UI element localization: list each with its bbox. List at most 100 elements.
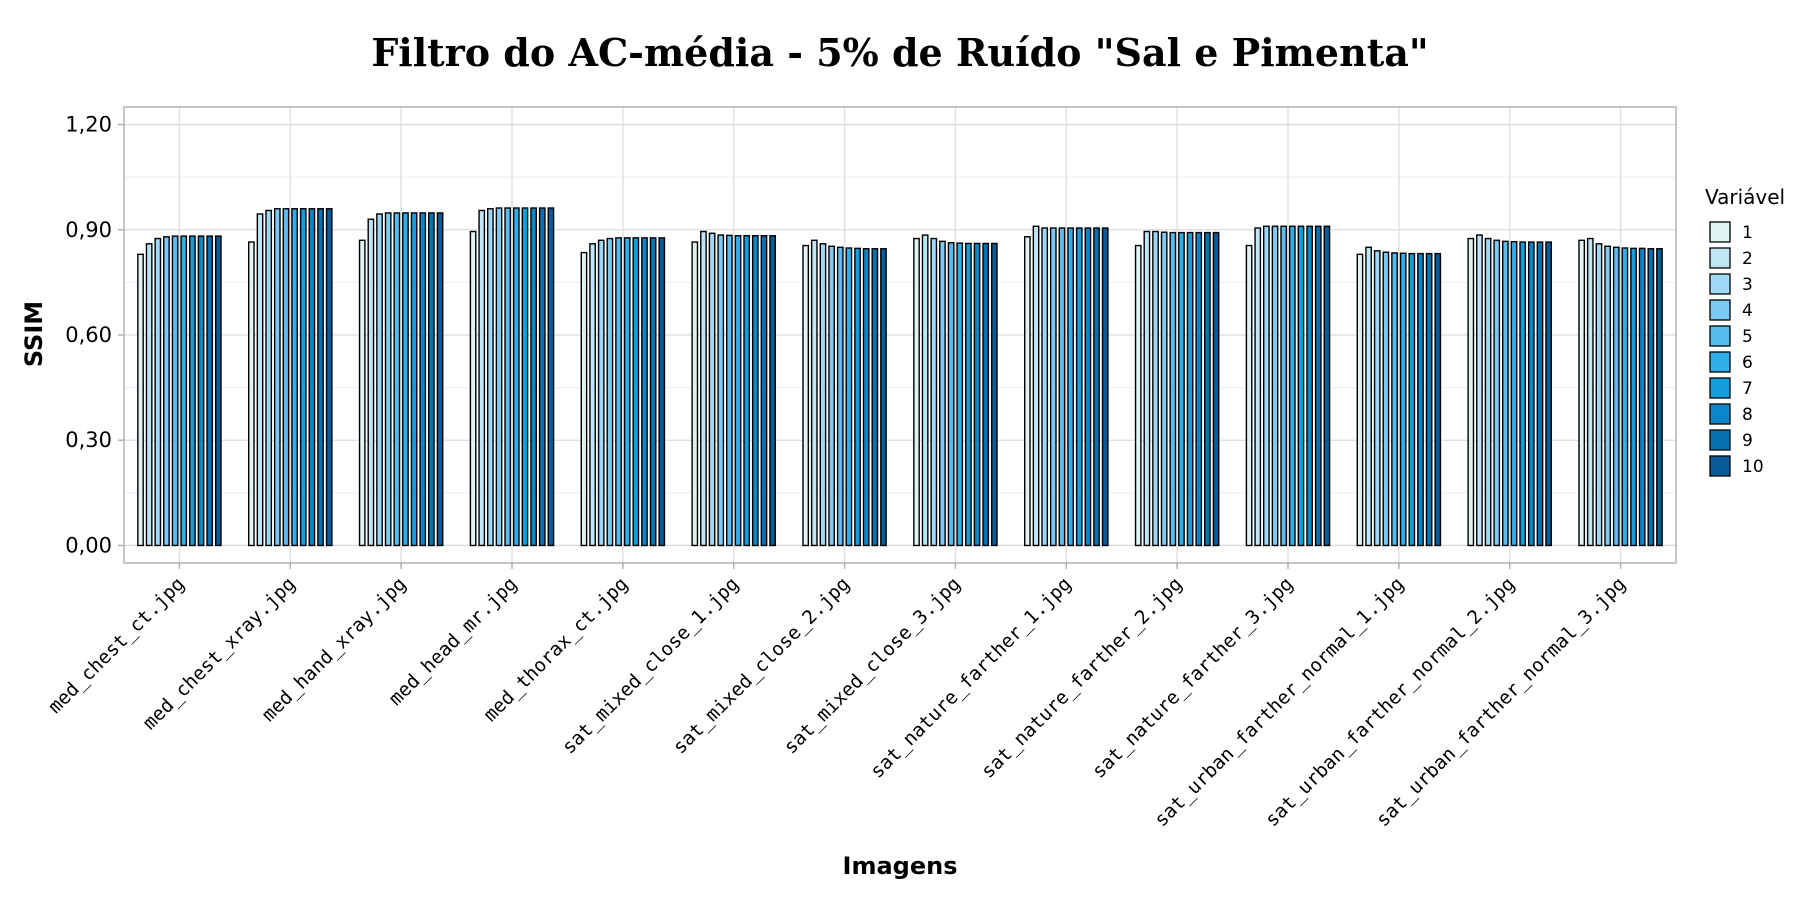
bar — [137, 253, 144, 547]
bar — [206, 235, 214, 547]
bar — [615, 237, 622, 547]
bar-group — [580, 237, 666, 547]
y-tick-label: 1,20 — [65, 113, 112, 137]
bar — [606, 237, 614, 547]
bar — [1545, 241, 1553, 547]
legend-item: 7 — [1709, 377, 1753, 399]
bar — [871, 248, 879, 547]
y-axis-title: SSIM — [20, 301, 48, 367]
bar — [1519, 241, 1527, 547]
bar — [1297, 225, 1305, 547]
legend-item: 10 — [1709, 455, 1764, 477]
bar — [1212, 231, 1220, 547]
legend: Variável 1 2 3 4 5 6 7 8 9 10 — [1705, 185, 1785, 477]
bar — [163, 236, 170, 547]
bar — [691, 241, 699, 547]
bar-group — [1356, 246, 1442, 547]
bar — [658, 237, 666, 547]
bar — [282, 208, 290, 547]
bar — [1058, 227, 1066, 547]
bar — [538, 207, 546, 547]
bar — [1382, 251, 1390, 547]
bar — [469, 230, 477, 547]
bar — [1280, 225, 1288, 547]
legend-swatch — [1709, 299, 1731, 321]
bar-group — [1245, 225, 1331, 547]
bar — [956, 242, 964, 547]
bar — [1049, 227, 1057, 547]
bar — [384, 212, 392, 547]
bar — [1195, 231, 1203, 547]
legend-label: 4 — [1742, 301, 1753, 321]
bar — [180, 235, 188, 547]
legend-label: 6 — [1742, 353, 1753, 373]
bar — [402, 212, 409, 547]
y-tick-label: 0,30 — [65, 428, 112, 452]
bar — [504, 207, 512, 547]
legend-label: 1 — [1742, 223, 1753, 243]
legend-label: 7 — [1742, 379, 1753, 399]
bar — [308, 208, 316, 547]
legend-swatch — [1709, 403, 1731, 425]
bar — [1621, 247, 1629, 547]
bar — [393, 212, 401, 547]
legend-swatch — [1709, 221, 1731, 243]
bar — [1467, 237, 1475, 547]
bar — [726, 234, 733, 547]
bar — [197, 235, 205, 547]
x-tick-label: sat_nature_farther_1.jpg — [866, 573, 1076, 783]
bar — [802, 244, 810, 547]
bar — [1178, 231, 1185, 547]
bar — [317, 208, 324, 547]
bar-group — [802, 239, 887, 547]
bar — [930, 237, 938, 547]
bar — [436, 212, 444, 547]
bar — [214, 235, 222, 547]
legend-swatch — [1709, 429, 1731, 451]
legend-label: 3 — [1742, 275, 1753, 295]
bar — [717, 234, 725, 547]
bar — [1186, 231, 1194, 547]
bar — [299, 208, 307, 547]
bar — [419, 212, 427, 547]
bar-group — [358, 212, 444, 547]
legend-label: 10 — [1742, 457, 1764, 477]
legend-label: 5 — [1742, 327, 1753, 347]
bar — [1134, 244, 1142, 547]
bar — [512, 207, 520, 547]
legend-label: 8 — [1742, 405, 1753, 425]
y-tick-label: 0,60 — [65, 323, 112, 347]
bar — [256, 213, 264, 547]
bar — [1638, 247, 1646, 547]
bar — [913, 237, 920, 547]
legend-item: 2 — [1709, 247, 1753, 269]
bar — [1612, 246, 1620, 547]
bar — [1306, 225, 1313, 547]
bar — [428, 212, 435, 547]
x-tick-label: sat_urban_farther_normal_1.jpg — [1150, 573, 1408, 831]
bar — [1502, 240, 1509, 547]
bar — [154, 237, 162, 547]
bar — [973, 242, 981, 547]
bar — [1356, 253, 1364, 547]
bar-group — [1023, 225, 1109, 547]
legend-swatch — [1709, 247, 1731, 269]
bar — [649, 237, 657, 547]
bar — [376, 213, 383, 547]
bar — [145, 243, 153, 547]
bar — [862, 248, 870, 547]
bar — [478, 209, 486, 547]
legend-item: 3 — [1709, 273, 1753, 295]
bar — [367, 218, 375, 547]
bar — [854, 247, 861, 547]
bar — [189, 235, 196, 547]
legend-swatch — [1709, 273, 1731, 295]
bar — [1271, 225, 1279, 547]
bar — [1041, 227, 1049, 547]
x-tick-label: sat_nature_farther_2.jpg — [977, 573, 1187, 783]
bar — [1595, 243, 1603, 547]
legend-swatch — [1709, 455, 1731, 477]
bar — [700, 230, 707, 547]
bar — [1578, 239, 1586, 547]
bar — [819, 243, 827, 547]
